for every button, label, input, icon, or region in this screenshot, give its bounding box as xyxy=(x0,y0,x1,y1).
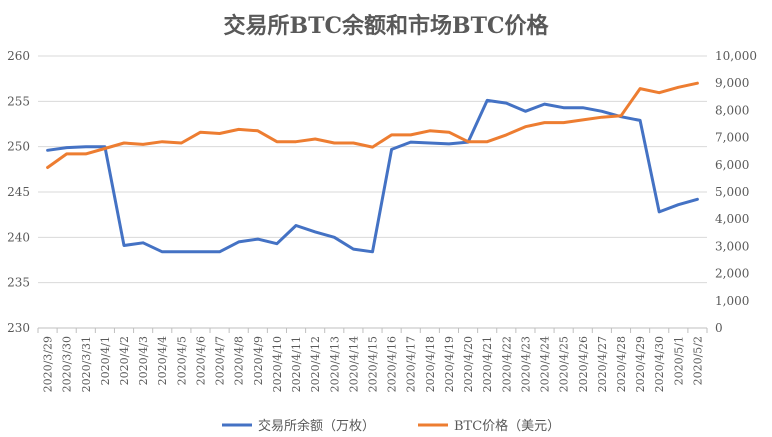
x-tick-label: 2020/4/22 xyxy=(500,336,513,392)
x-tick-label: 2020/4/29 xyxy=(634,336,647,392)
x-tick-label: 2020/4/10 xyxy=(271,336,284,392)
x-tick-label: 2020/4/11 xyxy=(290,336,303,392)
y-right-tick-label: 10,000 xyxy=(715,49,757,63)
x-tick-label: 2020/3/31 xyxy=(80,336,93,392)
x-tick-label: 2020/4/19 xyxy=(443,336,456,392)
x-tick-label: 2020/4/16 xyxy=(386,336,399,392)
x-tick-label: 2020/4/7 xyxy=(214,336,227,385)
y-right-tick-label: 8,000 xyxy=(715,103,749,117)
x-tick-label: 2020/4/26 xyxy=(577,336,590,392)
x-tick-label: 2020/4/5 xyxy=(175,336,188,385)
x-tick-label: 2020/4/27 xyxy=(596,336,609,392)
series-line-1 xyxy=(46,81,699,169)
y-right-tick-label: 6,000 xyxy=(715,158,749,172)
x-tick-label: 2020/4/20 xyxy=(462,336,475,392)
y-right-tick-label: 7,000 xyxy=(715,131,749,145)
x-tick-label: 2020/4/24 xyxy=(539,336,552,392)
x-tick-label: 2020/4/30 xyxy=(653,336,666,392)
y-left-tick-label: 230 xyxy=(7,321,30,335)
x-tick-label: 2020/5/2 xyxy=(691,336,704,385)
x-tick-label: 2020/4/25 xyxy=(558,336,571,392)
x-tick-label: 2020/4/1 xyxy=(99,336,112,385)
x-tick-label: 2020/5/1 xyxy=(672,336,685,385)
x-tick-label: 2020/3/29 xyxy=(42,336,55,392)
y-right-tick-label: 1,000 xyxy=(715,294,749,308)
y-left-tick-label: 245 xyxy=(7,185,30,199)
x-tick-label: 2020/4/13 xyxy=(328,336,341,392)
x-tick-label: 2020/4/9 xyxy=(252,336,265,385)
chart-title: 交易所BTC余额和市场BTC价格 xyxy=(223,13,549,39)
y-left-tick-label: 255 xyxy=(7,94,30,108)
x-tick-label: 2020/4/28 xyxy=(615,336,628,392)
x-tick-label: 2020/4/12 xyxy=(309,336,322,392)
y-right-tick-label: 5,000 xyxy=(715,185,749,199)
y-right-tick-label: 0 xyxy=(715,321,723,335)
x-tick-label: 2020/4/4 xyxy=(156,336,169,385)
y-right-tick-label: 2,000 xyxy=(715,267,749,281)
x-tick-label: 2020/3/30 xyxy=(61,336,74,392)
y-left-tick-label: 240 xyxy=(7,230,30,244)
series-line-0 xyxy=(46,98,699,254)
x-tick-label: 2020/4/23 xyxy=(519,336,532,392)
y-left-tick-label: 235 xyxy=(7,276,30,290)
x-tick-label: 2020/4/21 xyxy=(481,336,494,392)
legend-label-1: BTC价格（美元） xyxy=(454,418,560,434)
x-tick-label: 2020/4/6 xyxy=(194,336,207,385)
x-tick-label: 2020/4/8 xyxy=(233,336,246,385)
y-right-tick-label: 3,000 xyxy=(715,239,749,253)
x-tick-label: 2020/4/18 xyxy=(424,336,437,392)
x-tick-label: 2020/4/14 xyxy=(347,336,360,392)
y-left-tick-label: 250 xyxy=(7,140,30,154)
x-tick-label: 2020/4/3 xyxy=(137,336,150,385)
x-tick-label: 2020/4/2 xyxy=(118,336,131,385)
legend-label-0: 交易所余额（万枚） xyxy=(258,418,375,434)
y-left-tick-label: 260 xyxy=(7,49,30,63)
x-tick-label: 2020/4/15 xyxy=(367,336,380,392)
y-right-tick-label: 4,000 xyxy=(715,212,749,226)
y-right-tick-label: 9,000 xyxy=(715,76,749,90)
x-tick-label: 2020/4/17 xyxy=(405,336,418,392)
